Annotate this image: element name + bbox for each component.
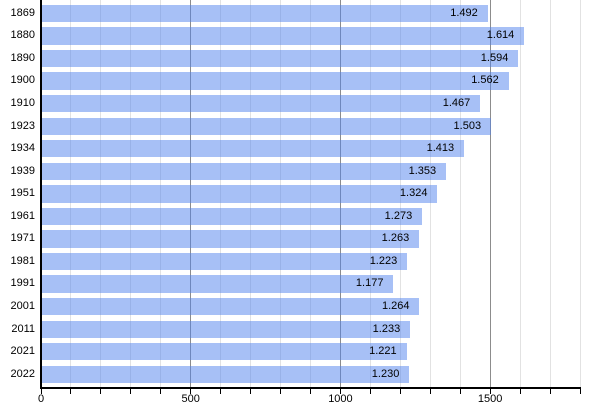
x-axis-tick-label: 0: [37, 393, 45, 405]
minor-gridline: [459, 0, 461, 387]
bar: 1.264: [41, 297, 420, 316]
bar: 1.223: [41, 252, 408, 271]
bar-value-label: 1.492: [450, 6, 478, 19]
bar-value-label: 1.413: [426, 142, 455, 155]
year-label: 2011: [11, 322, 35, 335]
x-axis-tick: [160, 389, 162, 394]
bar: 1.230: [41, 365, 410, 383]
bar-value-label: 1.233: [372, 322, 401, 335]
minor-gridline: [519, 0, 521, 387]
bar: 1.503: [41, 117, 492, 135]
x-axis-tick: [250, 389, 252, 394]
year-label: 2022: [10, 367, 35, 380]
year-label: 2021: [10, 345, 35, 358]
bar: 1.492: [41, 4, 488, 23]
bar: 1.324: [41, 185, 438, 203]
x-axis-tick: [579, 389, 581, 394]
x-axis-tick: [100, 389, 102, 394]
year-label: 1900: [10, 74, 35, 87]
bar-value-label: 1.614: [486, 29, 515, 42]
year-label: 1880: [10, 29, 35, 42]
bar: 1.467: [41, 95, 481, 113]
year-label: 1890: [10, 51, 35, 64]
bar-value-label: 1.263: [381, 232, 410, 245]
x-axis-tick: [459, 389, 461, 394]
x-axis-tick: [399, 389, 401, 394]
x-axis-line: [40, 387, 581, 389]
bar: 1.594: [41, 49, 519, 68]
bar-value-label: 1.562: [471, 74, 499, 87]
year-label: 1934: [10, 142, 35, 155]
x-axis-tick: [489, 389, 491, 394]
bar: 1.263: [41, 230, 420, 248]
bar: 1.233: [41, 320, 411, 338]
bar-value-label: 1.177: [355, 277, 384, 290]
minor-gridline: [549, 0, 551, 387]
x-axis-tick: [549, 389, 551, 394]
x-axis-tick: [130, 389, 132, 394]
bar-value-label: 1.467: [442, 97, 471, 109]
bar-value-label: 1.594: [480, 51, 509, 64]
bar-value-label: 1.324: [399, 187, 428, 200]
x-axis-tick: [70, 389, 72, 394]
bar-value-label: 1.221: [369, 345, 397, 358]
x-axis-tick: [369, 389, 371, 394]
minor-gridline: [579, 0, 581, 387]
bar-value-label: 1.264: [381, 299, 410, 312]
year-label: 1991: [10, 277, 35, 290]
year-label: 2001: [10, 299, 35, 312]
x-axis-tick: [190, 389, 192, 394]
bar-value-label: 1.223: [369, 254, 398, 267]
bar: 1.353: [41, 162, 447, 181]
year-label: 1939: [10, 164, 35, 177]
year-label: 1951: [10, 187, 35, 200]
x-axis-tick: [310, 389, 311, 394]
x-axis-tick-label: 1000: [328, 393, 353, 405]
y-axis-line: [40, 0, 42, 388]
bar: 1.413: [41, 140, 465, 158]
year-label: 1869: [10, 6, 35, 19]
x-axis-tick: [519, 389, 521, 394]
major-gridline: [489, 0, 491, 387]
x-axis-tick: [429, 389, 431, 394]
bar-value-label: 1.353: [408, 164, 437, 177]
x-axis-tick-label: 500: [181, 393, 200, 405]
bar: 1.221: [41, 343, 407, 361]
bar: 1.273: [41, 207, 423, 226]
x-axis-tick: [280, 389, 282, 394]
year-label: 1910: [10, 97, 35, 109]
bar-value-label: 1.273: [384, 209, 413, 222]
x-axis-tick: [220, 389, 222, 394]
bar-value-label: 1.503: [453, 119, 482, 132]
bar-value-label: 1.230: [371, 367, 400, 380]
bar: 1.614: [41, 27, 525, 45]
bar: 1.562: [41, 72, 509, 90]
x-axis-tick: [40, 389, 42, 394]
bar: 1.177: [41, 275, 394, 293]
year-label: 1923: [10, 119, 35, 132]
year-label: 1981: [10, 254, 35, 267]
x-axis-tick-label: 1500: [477, 393, 503, 405]
year-label: 1961: [10, 209, 35, 222]
year-label: 1971: [10, 232, 35, 245]
plot-area: 1.492 1.614 1.594 1.562 1.467 1.503 1.413 1.353…: [41, 0, 581, 387]
x-axis-tick: [339, 389, 341, 394]
